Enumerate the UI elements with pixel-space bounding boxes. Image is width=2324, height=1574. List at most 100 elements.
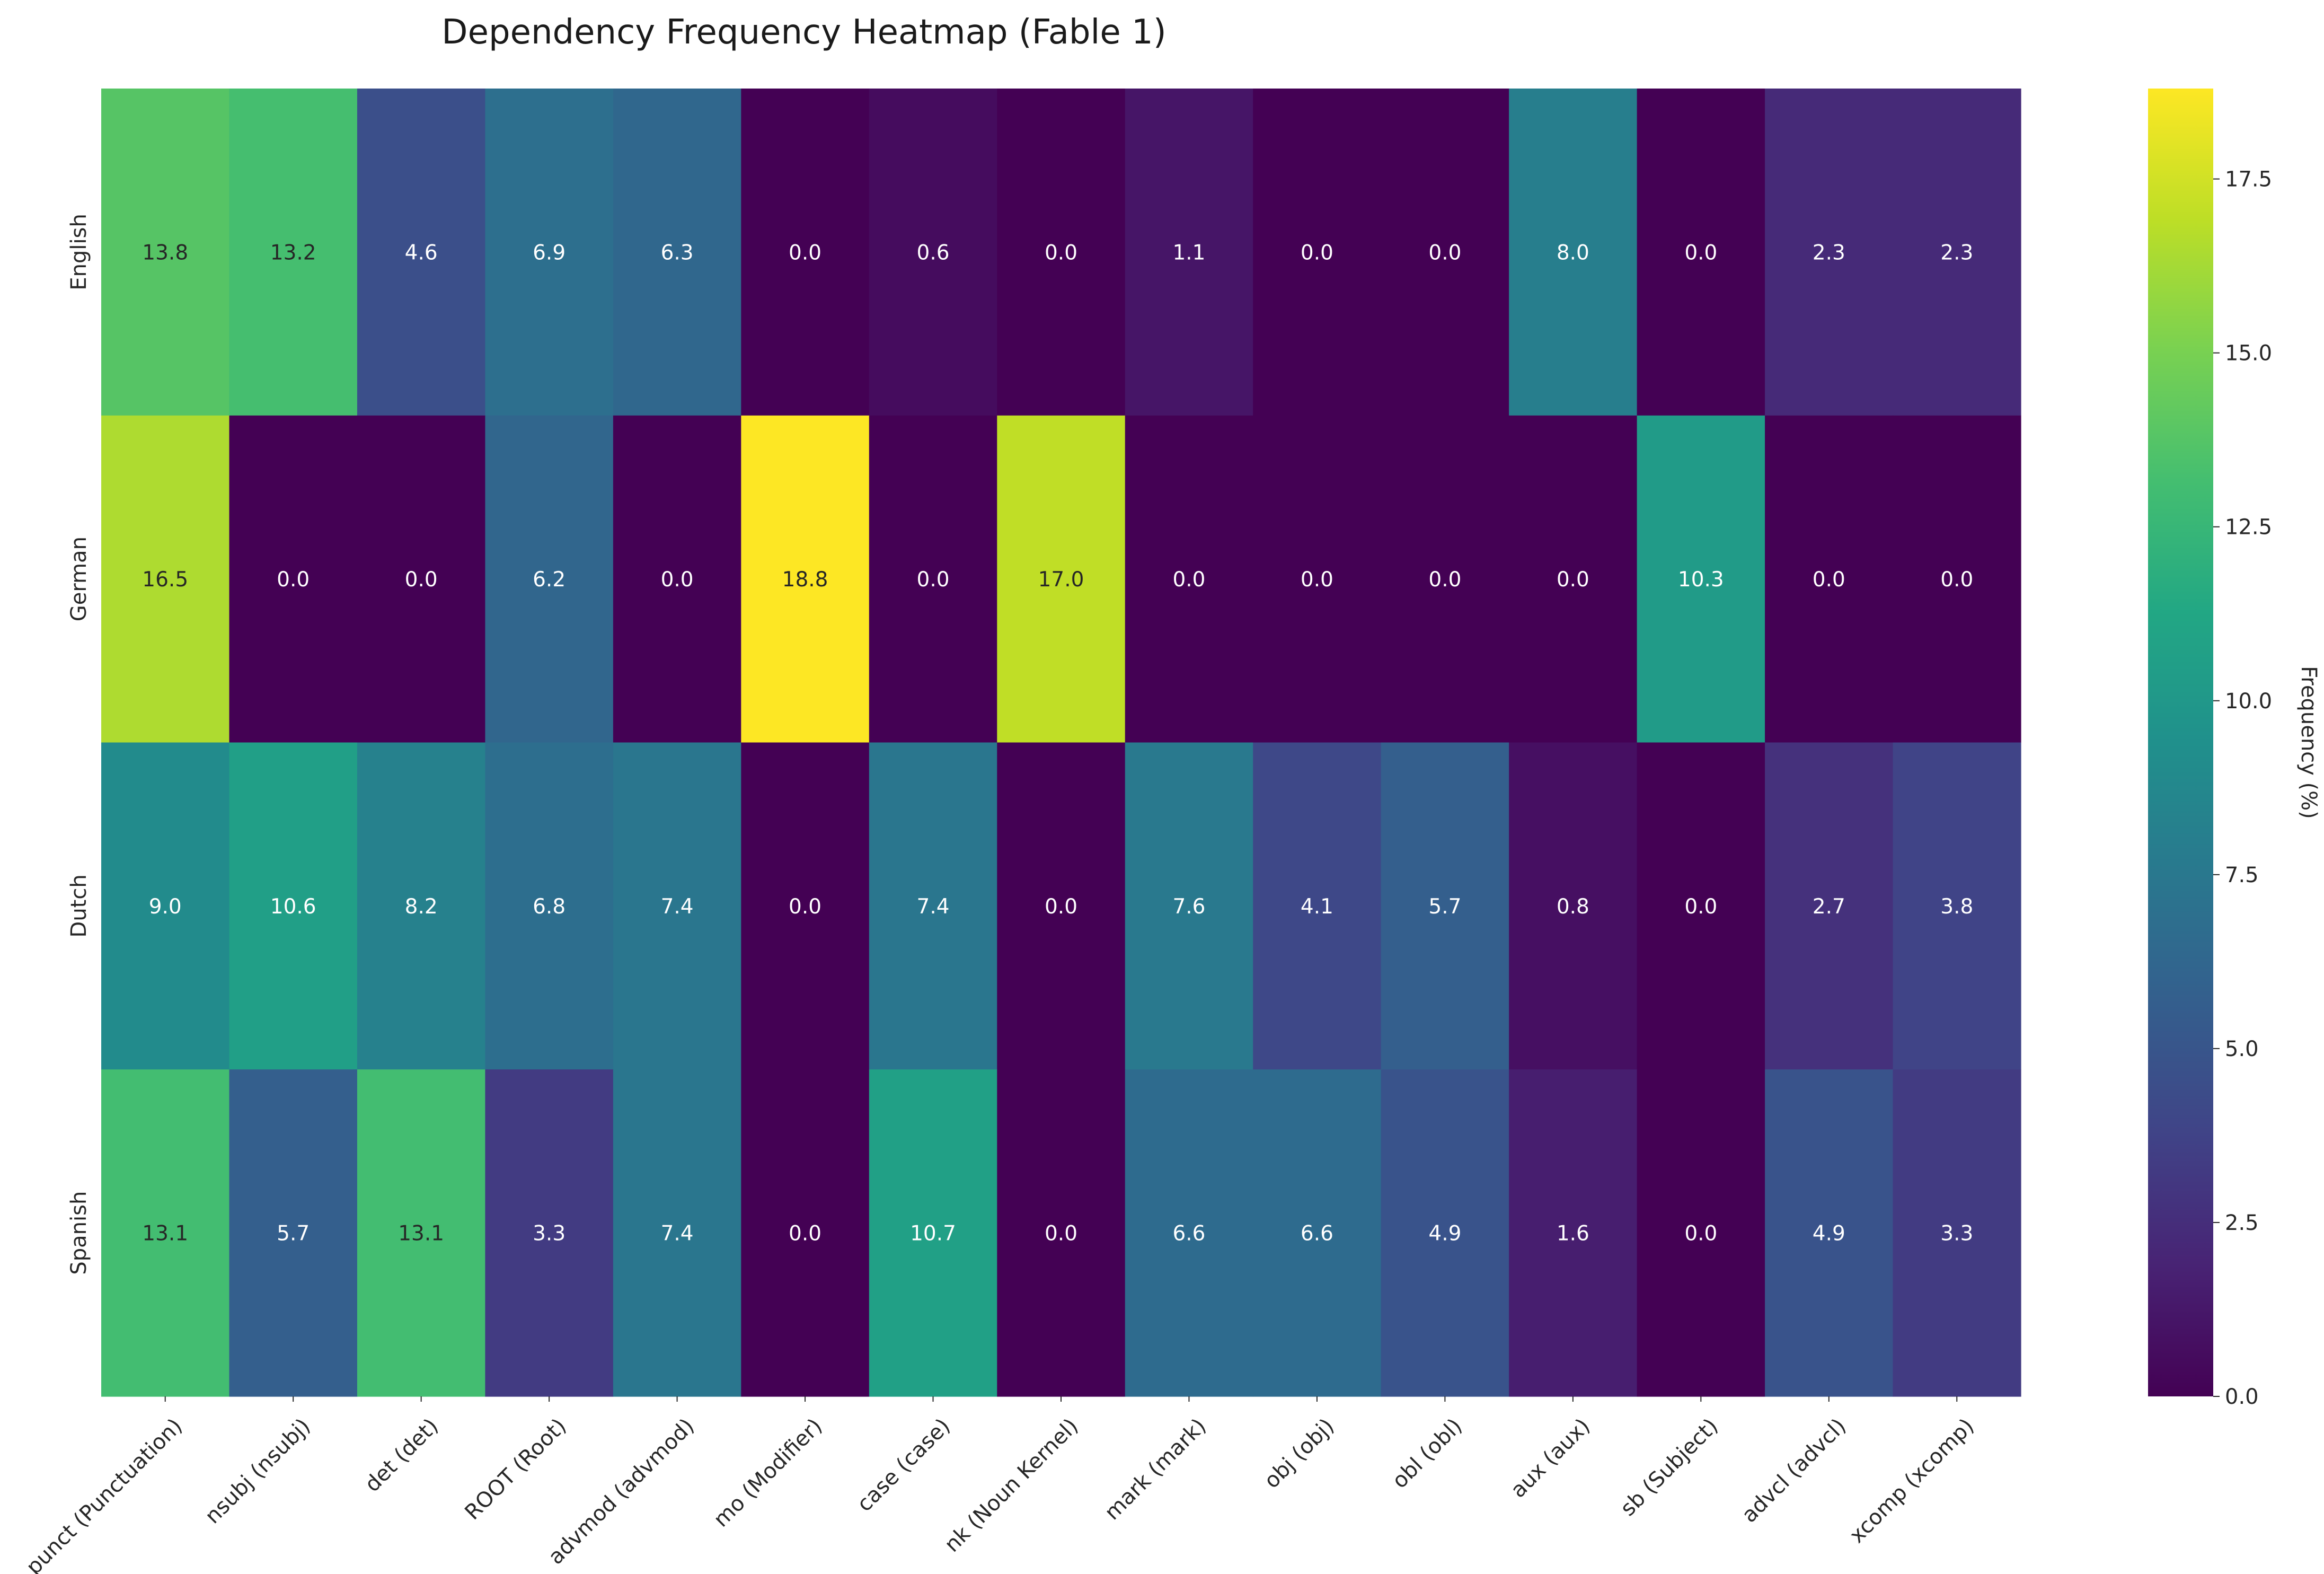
- cell-value-label: 0.0: [789, 1222, 821, 1246]
- cell-value-label: 0.0: [1684, 1222, 1717, 1246]
- cell-value-label: 10.7: [910, 1222, 956, 1246]
- cell-value-label: 0.0: [1301, 568, 1333, 592]
- chart-title: Dependency Frequency Heatmap (Fable 1): [441, 13, 1166, 52]
- cell-value-label: 1.6: [1557, 1222, 1589, 1246]
- heatmap-cell: [869, 742, 997, 1070]
- heatmap-cell: [997, 742, 1126, 1070]
- heatmap-cell: [869, 415, 997, 743]
- heatmap-cell: [1893, 742, 2021, 1070]
- cell-value-label: 2.3: [1813, 241, 1845, 265]
- cell-value-label: 0.0: [1684, 895, 1717, 919]
- cell-value-label: 0.0: [1045, 895, 1077, 919]
- column-label: punct (Punctuation): [22, 1414, 188, 1574]
- row-label: Dutch: [67, 874, 91, 937]
- cell-value-label: 10.3: [1678, 568, 1724, 592]
- cell-value-label: 7.4: [661, 895, 694, 919]
- heatmap-cell: [997, 1069, 1126, 1397]
- column-label: ROOT (Root): [460, 1414, 571, 1525]
- cell-value-label: 0.6: [917, 241, 950, 265]
- column-label: xcomp (xcomp): [1845, 1414, 1979, 1548]
- cell-value-label: 0.0: [1045, 1222, 1077, 1246]
- heatmap-cell: [357, 415, 485, 743]
- cell-value-label: 2.3: [1940, 241, 1973, 265]
- heatmap-cell: [1125, 415, 1253, 743]
- column-labels: punct (Punctuation) nsubj (nsubj) det (det…: [22, 1396, 1979, 1574]
- heatmap-cell: [613, 742, 741, 1070]
- heatmap-cell: [1253, 415, 1382, 743]
- cell-value-label: 8.2: [405, 895, 438, 919]
- cell-value-label: 2.7: [1813, 895, 1845, 919]
- cell-value-label: 7.6: [1172, 895, 1205, 919]
- heatmap-cell: [741, 415, 870, 743]
- heatmap-cell: [1765, 742, 1894, 1070]
- column-label: case (case): [852, 1414, 955, 1517]
- cell-value-label: 18.8: [782, 568, 828, 592]
- heatmap-cell: [1509, 1069, 1638, 1397]
- cell-value-label: 4.9: [1813, 1222, 1845, 1246]
- column-label: obj (obj): [1260, 1414, 1339, 1493]
- cell-value-label: 0.0: [1557, 568, 1589, 592]
- row-label: German: [67, 537, 91, 621]
- heatmap-cell: [613, 1069, 741, 1397]
- cell-value-label: 6.9: [533, 241, 565, 265]
- cell-value-label: 0.0: [661, 568, 694, 592]
- cell-value-label: 0.0: [1172, 568, 1205, 592]
- heatmap-cell: [1637, 742, 1765, 1070]
- cell-value-label: 3.3: [533, 1222, 565, 1246]
- heatmap-cell: [229, 1069, 358, 1397]
- column-label: advmod (advmod): [544, 1414, 699, 1569]
- heatmap-cell: [1381, 742, 1509, 1070]
- row-label: Spanish: [67, 1191, 91, 1275]
- heatmap-cell: [101, 742, 230, 1070]
- heatmap-cell: [229, 415, 358, 743]
- heatmap-cell: [1893, 89, 2021, 416]
- heatmap-cell: [357, 89, 485, 416]
- cell-value-label: 7.4: [917, 895, 950, 919]
- cell-value-label: 4.6: [405, 241, 438, 265]
- heatmap-cell: [1253, 1069, 1382, 1397]
- heatmap-cell: [869, 89, 997, 416]
- cell-value-label: 13.1: [398, 1222, 444, 1246]
- heatmap-cell: [1765, 415, 1894, 743]
- heatmap-cell: [1893, 415, 2021, 743]
- cell-value-label: 3.8: [1940, 895, 1973, 919]
- heatmap-cell: [357, 742, 485, 1070]
- cell-value-label: 6.6: [1301, 1222, 1333, 1246]
- heatmap-cell: [229, 89, 358, 416]
- cell-value-label: 0.0: [1684, 241, 1717, 265]
- cell-value-label: 6.6: [1172, 1222, 1205, 1246]
- cell-value-label: 13.8: [142, 241, 188, 265]
- heatmap-cell: [1253, 89, 1382, 416]
- heatmap-cell: [741, 1069, 870, 1397]
- heatmap-cell: [1637, 415, 1765, 743]
- colorbar-tick-label: 10.0: [2225, 689, 2272, 714]
- cell-value-label: 8.0: [1557, 241, 1589, 265]
- cell-value-label: 0.0: [789, 241, 821, 265]
- cell-value-label: 7.4: [661, 1222, 694, 1246]
- colorbar-tick-label: 5.0: [2225, 1037, 2259, 1061]
- heatmap-cell: [1381, 415, 1509, 743]
- column-label: advcl (advcl): [1737, 1414, 1851, 1527]
- heatmap-cell: [1893, 1069, 2021, 1397]
- cell-value-label: 0.8: [1557, 895, 1589, 919]
- column-label: nk (Noun Kernel): [940, 1414, 1083, 1557]
- heatmap-cell: [997, 415, 1126, 743]
- column-label: mark (mark): [1100, 1414, 1211, 1525]
- heatmap-cell: [1125, 1069, 1253, 1397]
- cell-value-label: 5.7: [1428, 895, 1461, 919]
- cell-value-label: 9.0: [149, 895, 182, 919]
- colorbar-tick-label: 0.0: [2225, 1385, 2259, 1409]
- cell-value-label: 3.3: [1940, 1222, 1973, 1246]
- cell-value-label: 0.0: [1940, 568, 1973, 592]
- cell-value-label: 0.0: [1813, 568, 1845, 592]
- colorbar-tick-label: 12.5: [2225, 515, 2272, 540]
- column-label: det (det): [360, 1414, 443, 1497]
- heatmap-cell: [1509, 742, 1638, 1070]
- colorbar-tick-label: 2.5: [2225, 1211, 2259, 1235]
- cell-value-label: 0.0: [405, 568, 438, 592]
- heatmap-cell: [101, 1069, 230, 1397]
- heatmap-cell: [229, 742, 358, 1070]
- heatmap-cell: [741, 89, 870, 416]
- row-labels: English German Dutch Spanish: [67, 214, 91, 1274]
